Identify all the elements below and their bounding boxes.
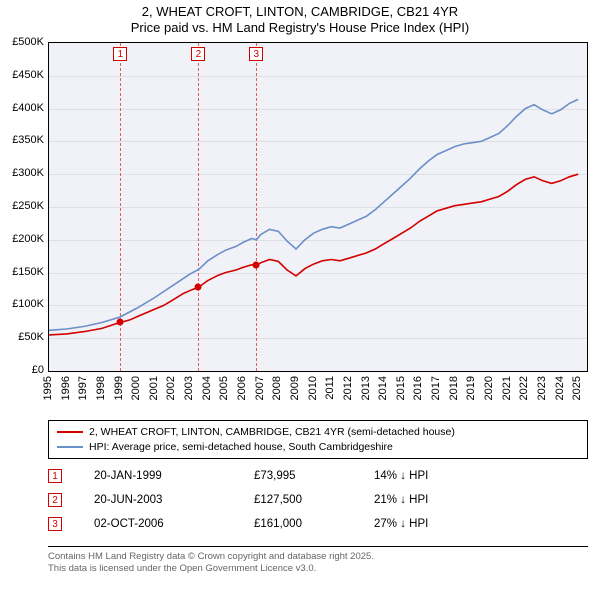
- x-tick-label: 1996: [60, 376, 72, 400]
- sale-marker-box: 1: [113, 47, 127, 61]
- x-tick-label: 2002: [165, 376, 177, 400]
- sales-marker-icon: 1: [48, 469, 62, 483]
- x-tick-label: 2025: [571, 376, 583, 400]
- x-tick-label: 2006: [236, 376, 248, 400]
- series-hpi: [49, 99, 578, 330]
- x-tick-label: 2012: [342, 376, 354, 400]
- y-tick-label: £400K: [12, 102, 44, 114]
- x-tick-label: 2011: [324, 376, 336, 400]
- y-tick-label: £350K: [12, 134, 44, 146]
- x-tick-label: 2018: [448, 376, 460, 400]
- title-line-2: Price paid vs. HM Land Registry's House …: [0, 20, 600, 36]
- legend-label: 2, WHEAT CROFT, LINTON, CAMBRIDGE, CB21 …: [89, 425, 455, 440]
- legend-row: 2, WHEAT CROFT, LINTON, CAMBRIDGE, CB21 …: [57, 425, 579, 440]
- x-tick-label: 2023: [536, 376, 548, 400]
- y-tick-label: £150K: [12, 266, 44, 278]
- x-tick-label: 2024: [554, 376, 566, 400]
- chart-title: 2, WHEAT CROFT, LINTON, CAMBRIDGE, CB21 …: [0, 0, 600, 37]
- legend: 2, WHEAT CROFT, LINTON, CAMBRIDGE, CB21 …: [48, 420, 588, 459]
- sale-point: [195, 284, 202, 291]
- sales-price: £127,500: [254, 494, 374, 506]
- sale-point: [117, 319, 124, 326]
- y-tick-label: £500K: [12, 36, 44, 48]
- x-axis: 1995199619971998199920002001200220032004…: [48, 372, 588, 412]
- chart-area: £0 £50K £100K £150K £200K £250K £300K £350K £400…: [0, 42, 600, 412]
- title-line-1: 2, WHEAT CROFT, LINTON, CAMBRIDGE, CB21 …: [0, 4, 600, 20]
- legend-row: HPI: Average price, semi-detached house,…: [57, 440, 579, 455]
- sales-price: £161,000: [254, 518, 374, 530]
- legend-swatch: [57, 446, 83, 448]
- sales-pct: 21% ↓ HPI: [374, 494, 588, 506]
- y-tick-label: £100K: [12, 298, 44, 310]
- legend-label: HPI: Average price, semi-detached house,…: [89, 440, 393, 455]
- x-tick-label: 2009: [289, 376, 301, 400]
- sales-date: 02-OCT-2006: [94, 518, 254, 530]
- sale-marker-box: 3: [249, 47, 263, 61]
- x-tick-label: 2001: [148, 376, 160, 400]
- x-tick-label: 1997: [77, 376, 89, 400]
- x-tick-label: 2022: [518, 376, 530, 400]
- x-tick-label: 2016: [412, 376, 424, 400]
- x-tick-label: 2007: [254, 376, 266, 400]
- sales-row: 3 02-OCT-2006£161,00027% ↓ HPI: [48, 512, 588, 536]
- sales-pct: 14% ↓ HPI: [374, 470, 588, 482]
- x-tick-label: 2014: [377, 376, 389, 400]
- y-tick-label: £50K: [18, 331, 44, 343]
- x-tick-label: 2010: [307, 376, 319, 400]
- legend-swatch: [57, 431, 83, 433]
- x-tick-label: 2019: [465, 376, 477, 400]
- footer-line-1: Contains HM Land Registry data © Crown c…: [48, 551, 588, 563]
- footer: Contains HM Land Registry data © Crown c…: [48, 546, 588, 576]
- y-tick-label: £250K: [12, 200, 44, 212]
- y-tick-label: £0: [32, 364, 44, 376]
- sale-marker-box: 2: [191, 47, 205, 61]
- x-tick-label: 2000: [130, 376, 142, 400]
- x-tick-label: 2003: [183, 376, 195, 400]
- series-price_paid: [49, 174, 578, 335]
- x-tick-label: 1998: [95, 376, 107, 400]
- x-tick-label: 2015: [395, 376, 407, 400]
- sales-date: 20-JAN-1999: [94, 470, 254, 482]
- x-tick-label: 1999: [113, 376, 125, 400]
- sales-marker-icon: 2: [48, 493, 62, 507]
- x-tick-label: 2013: [360, 376, 372, 400]
- sales-row: 2 20-JUN-2003£127,50021% ↓ HPI: [48, 488, 588, 512]
- y-tick-label: £200K: [12, 233, 44, 245]
- x-tick-label: 2017: [430, 376, 442, 400]
- footer-line-2: This data is licensed under the Open Gov…: [48, 563, 588, 575]
- sales-row: 1 20-JAN-1999£73,99514% ↓ HPI: [48, 464, 588, 488]
- sale-point: [253, 262, 260, 269]
- sales-price: £73,995: [254, 470, 374, 482]
- x-tick-label: 2004: [201, 376, 213, 400]
- x-tick-label: 2020: [483, 376, 495, 400]
- y-tick-label: £450K: [12, 69, 44, 81]
- sales-table: 1 20-JAN-1999£73,99514% ↓ HPI 2 20-JUN-2003…: [48, 464, 588, 536]
- sales-pct: 27% ↓ HPI: [374, 518, 588, 530]
- x-tick-label: 2008: [271, 376, 283, 400]
- x-tick-label: 1995: [42, 376, 54, 400]
- x-tick-label: 2021: [501, 376, 513, 400]
- x-tick-label: 2005: [218, 376, 230, 400]
- y-axis: £0£50K£100K£150K£200K£250K£300K£350K£400…: [0, 42, 48, 372]
- sales-date: 20-JUN-2003: [94, 494, 254, 506]
- line-svg: [49, 43, 587, 371]
- sales-marker-icon: 3: [48, 517, 62, 531]
- plot-area: 1 2 3: [48, 42, 588, 372]
- y-tick-label: £300K: [12, 167, 44, 179]
